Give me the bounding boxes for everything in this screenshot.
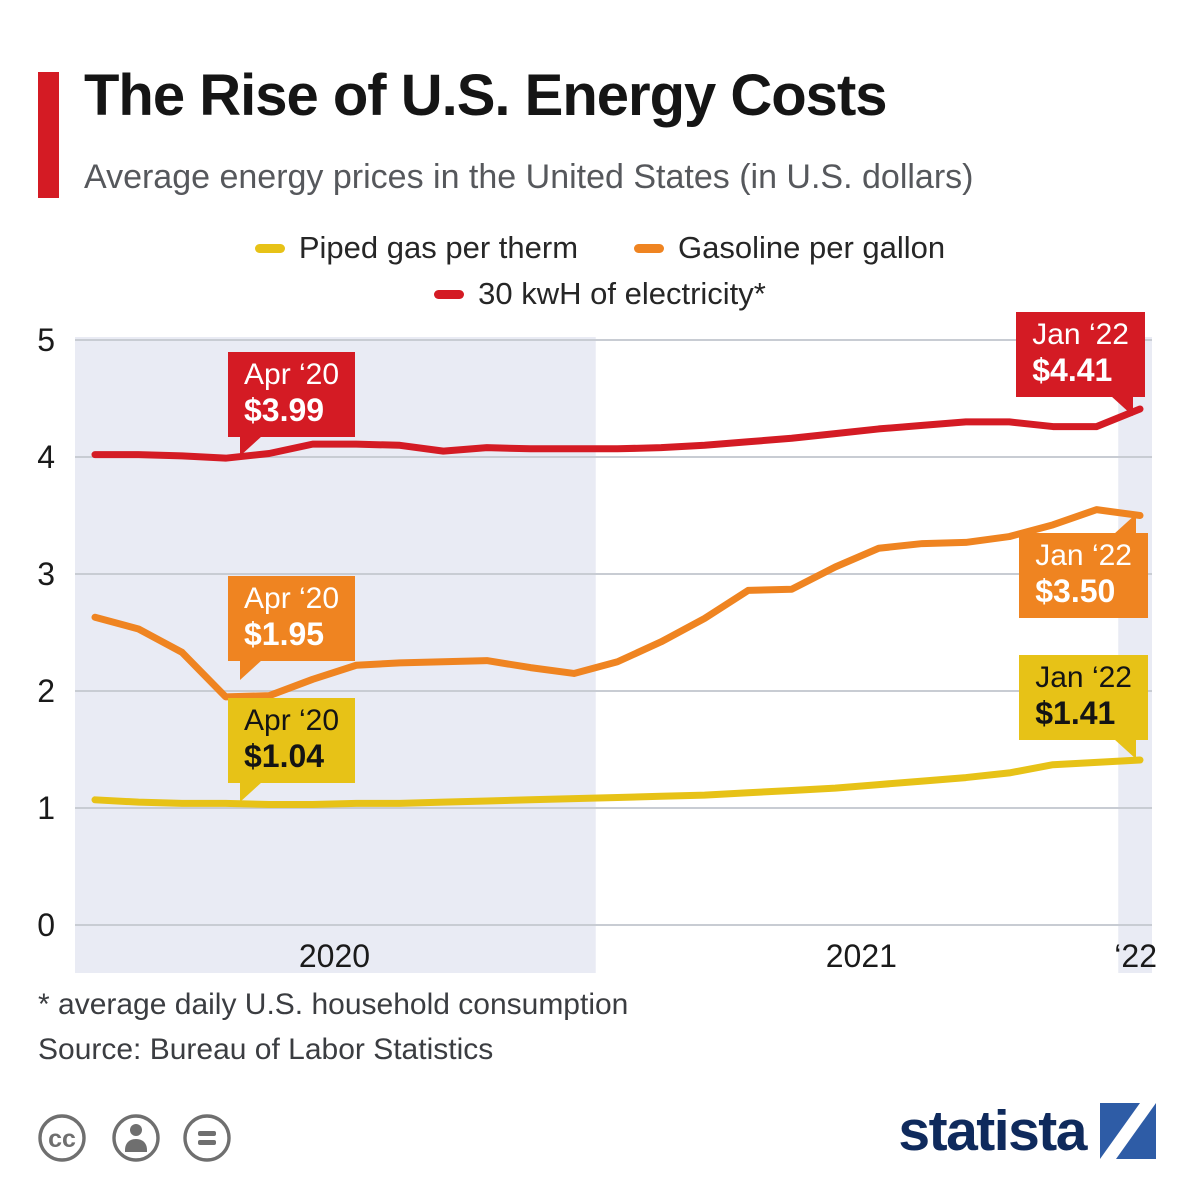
callout-value: $3.99: [244, 392, 325, 428]
callout-electricity-jan-2022: Jan ‘22 $4.41: [1016, 312, 1145, 416]
x-axis-label-1: 2021: [826, 938, 897, 974]
y-tick-label-2: 2: [37, 673, 55, 709]
y-tick-label-0: 0: [37, 907, 55, 943]
svg-text:cc: cc: [48, 1125, 76, 1153]
source-line: Source: Bureau of Labor Statistics: [38, 1033, 494, 1066]
statista-mark-icon: [1100, 1103, 1156, 1159]
legend: Piped gas per therm Gasoline per gallon …: [0, 230, 1200, 312]
callout-gasoline-jan-2022: Jan ‘22 $3.50: [1019, 514, 1148, 618]
gasoline-swatch-icon: [634, 243, 665, 253]
callout-value: $1.04: [244, 738, 325, 774]
statista-wordmark: statista: [898, 1099, 1087, 1163]
callout-period: Apr ‘20: [244, 582, 340, 615]
license-icons: cc: [38, 1114, 231, 1162]
callout-period: Jan ‘22: [1035, 661, 1132, 694]
chart-subtitle: Average energy prices in the United Stat…: [84, 158, 974, 196]
callout-piped-gas-jan-2022: Jan ‘22 $1.41: [1019, 655, 1148, 759]
legend-label-piped-gas: Piped gas per therm: [298, 230, 579, 265]
attribution-icon[interactable]: [112, 1114, 160, 1162]
callout-period: Apr ‘20: [244, 358, 340, 391]
callout-value: $4.41: [1032, 352, 1113, 388]
title-accent-bar: [38, 72, 59, 198]
y-tick-label-5: 5: [37, 325, 55, 358]
callout-period: Jan ‘22: [1032, 318, 1129, 351]
legend-label-gasoline: Gasoline per gallon: [678, 230, 946, 265]
x-axis-label-0: 2020: [299, 938, 370, 974]
callout-value: $1.41: [1035, 695, 1116, 731]
legend-label-electricity: 30 kwH of electricity*: [478, 276, 766, 311]
legend-row-2: 30 kwH of electricity*: [434, 276, 766, 312]
piped-gas-swatch-icon: [254, 243, 285, 253]
x-axis-label-2: ‘22: [1114, 938, 1157, 974]
callout-electricity-apr-2020: Apr ‘20 $3.99: [228, 352, 356, 456]
statista-logo[interactable]: statista: [898, 1098, 1156, 1164]
line-gasoline-per-gallon: [91, 506, 1144, 701]
callout-piped-gas-apr-2020: Apr ‘20 $1.04: [228, 698, 356, 802]
legend-row-1: Piped gas per therm Gasoline per gallon: [254, 230, 945, 266]
line-piped-gas-per-therm: [91, 756, 1144, 808]
chart-title: The Rise of U.S. Energy Costs: [84, 63, 888, 128]
line-30-kwh-of-electricity: [91, 405, 1144, 462]
legend-item-gasoline: Gasoline per gallon: [634, 230, 945, 266]
y-tick-label-3: 3: [37, 556, 55, 592]
footnote: * average daily U.S. household consumpti…: [38, 988, 629, 1021]
legend-item-piped-gas: Piped gas per therm: [254, 230, 579, 266]
cc-icon[interactable]: cc: [38, 1114, 86, 1162]
electricity-swatch-icon: [434, 289, 465, 299]
callout-period: Apr ‘20: [244, 704, 340, 737]
callout-gasoline-apr-2020: Apr ‘20 $1.95: [228, 576, 356, 680]
callout-value: $1.95: [244, 616, 325, 652]
y-tick-label-1: 1: [37, 790, 55, 826]
equals-icon[interactable]: [183, 1114, 231, 1162]
y-tick-label-4: 4: [37, 439, 55, 475]
callout-period: Jan ‘22: [1035, 539, 1132, 572]
line-chart: 0 1 2 3 4 5 2020 2021 ‘22: [37, 325, 1157, 974]
legend-item-electricity: 30 kwH of electricity*: [434, 276, 766, 312]
callout-value: $3.50: [1035, 573, 1116, 609]
